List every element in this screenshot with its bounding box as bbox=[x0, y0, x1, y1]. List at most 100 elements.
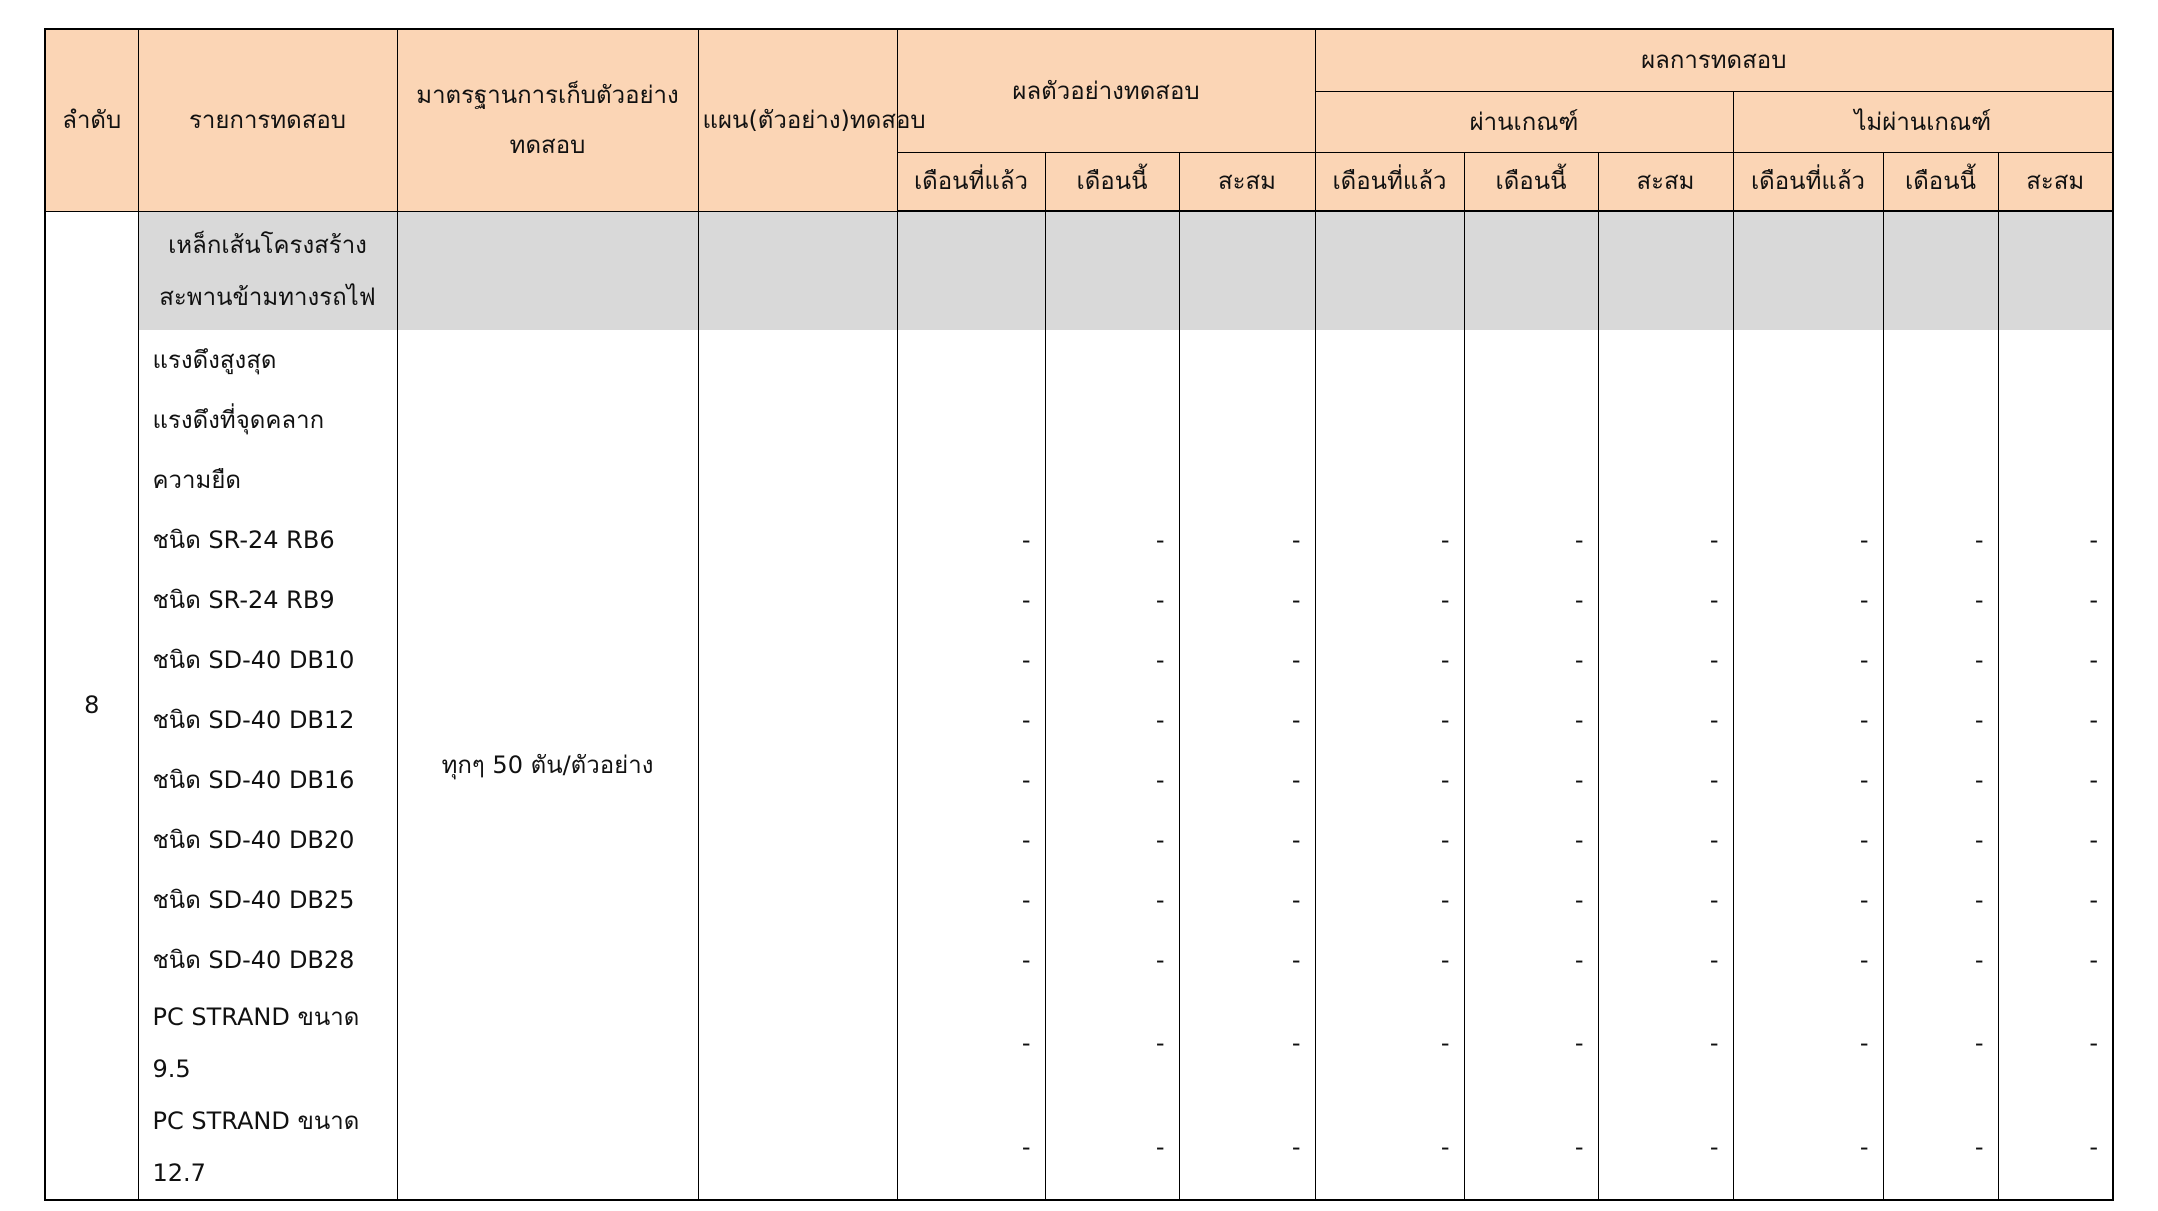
table-row: ชนิด SD-40 DB16- - - - - - - - - bbox=[45, 750, 2114, 810]
table-row: ชนิด SD-40 DB12- - - - - - - - - bbox=[45, 690, 2114, 750]
value-cell: - bbox=[1997, 810, 2114, 870]
test-item-label: ความยืด bbox=[137, 450, 398, 510]
test-item-label: ชนิด SD-40 DB12 bbox=[137, 690, 398, 750]
header-plan: แผน(ตัวอย่าง)ทดสอบ bbox=[697, 28, 926, 212]
value-cell: - bbox=[1732, 870, 1884, 930]
table-row: ชนิด SD-40 DB28- - - - - - - - - bbox=[45, 930, 2114, 990]
value-cell bbox=[896, 330, 1046, 390]
value-cell: - bbox=[1178, 870, 1316, 930]
value-cell: - bbox=[1882, 870, 1999, 930]
value-cell bbox=[1732, 390, 1884, 450]
value-cell: - bbox=[896, 930, 1046, 990]
value-cell: - bbox=[1463, 690, 1599, 750]
table-row: PC STRAND ขนาด 9.5- - - - - - - - - bbox=[45, 990, 2114, 1095]
value-cell: - bbox=[1178, 1095, 1316, 1200]
value-cell bbox=[1314, 330, 1465, 390]
value-cell: - bbox=[896, 810, 1046, 870]
value-cell: - bbox=[1597, 1095, 1734, 1200]
value-cell: - bbox=[1732, 1095, 1884, 1200]
value-cell: - bbox=[896, 570, 1046, 630]
value-cell: - bbox=[1314, 750, 1465, 810]
header-sub-0: เดือนที่แล้ว bbox=[896, 151, 1046, 212]
table-row: ชนิด SR-24 RB6- - - - - - - - - bbox=[45, 510, 2114, 570]
value-cell bbox=[1044, 330, 1180, 390]
value-cell bbox=[1597, 330, 1734, 390]
value-cell: - bbox=[1882, 510, 1999, 570]
value-cell: - bbox=[1463, 870, 1599, 930]
value-cell: - bbox=[1597, 810, 1734, 870]
value-cell: - bbox=[1044, 990, 1180, 1095]
value-cell: - bbox=[1997, 570, 2114, 630]
header-sampling-standard: มาตรฐานการเก็บตัวอย่างทดสอบ bbox=[396, 28, 699, 212]
value-cell bbox=[1044, 450, 1180, 510]
value-cell: - bbox=[1882, 750, 1999, 810]
value-cell: - bbox=[1044, 750, 1180, 810]
table-row: แรงดึงที่จุดคลาก bbox=[45, 390, 2114, 450]
table-row: ชนิด SD-40 DB25- - - - - - - - - bbox=[45, 870, 2114, 930]
value-cell bbox=[1597, 390, 1734, 450]
order-number: 8 bbox=[44, 211, 139, 1200]
value-cell: - bbox=[1044, 870, 1180, 930]
test-item-label: ชนิด SD-40 DB10 bbox=[137, 630, 398, 690]
value-cell: - bbox=[896, 630, 1046, 690]
value-cell: - bbox=[1178, 750, 1316, 810]
test-item-label: PC STRAND ขนาด 9.5 bbox=[137, 990, 398, 1095]
value-cell: - bbox=[1314, 1095, 1465, 1200]
value-cell: - bbox=[1463, 990, 1599, 1095]
header-sub-2: สะสม bbox=[1178, 151, 1316, 212]
value-cell: - bbox=[1597, 690, 1734, 750]
test-item-label: แรงดึงสูงสุด bbox=[137, 330, 398, 390]
value-cell: - bbox=[1597, 630, 1734, 690]
value-cell: - bbox=[1178, 510, 1316, 570]
value-cell: - bbox=[1882, 1095, 1999, 1200]
value-cell: - bbox=[1314, 990, 1465, 1095]
value-cell: - bbox=[896, 990, 1046, 1095]
value-cell: - bbox=[1732, 690, 1884, 750]
test-item-label: ชนิด SD-40 DB28 bbox=[137, 930, 398, 990]
table-row: ชนิด SD-40 DB10- - - - - - - - - bbox=[45, 630, 2114, 690]
value-cell: - bbox=[1597, 930, 1734, 990]
value-cell: - bbox=[1597, 870, 1734, 930]
value-cell bbox=[1044, 390, 1180, 450]
value-cell: - bbox=[1314, 510, 1465, 570]
value-cell: - bbox=[1997, 990, 2114, 1095]
value-cell bbox=[1463, 330, 1599, 390]
value-cell: - bbox=[1463, 630, 1599, 690]
value-cell bbox=[1178, 450, 1316, 510]
value-cell bbox=[1997, 390, 2114, 450]
value-cell: - bbox=[1597, 510, 1734, 570]
value-cell bbox=[1882, 450, 1999, 510]
value-cell: - bbox=[1732, 990, 1884, 1095]
value-cell bbox=[1597, 450, 1734, 510]
test-item-label: ชนิด SD-40 DB20 bbox=[137, 810, 398, 870]
value-cell: - bbox=[1732, 810, 1884, 870]
value-cell: - bbox=[1597, 750, 1734, 810]
value-cell: - bbox=[1314, 570, 1465, 630]
value-cell bbox=[1314, 450, 1465, 510]
plan-cell bbox=[697, 330, 898, 1200]
value-cell bbox=[1178, 390, 1316, 450]
value-cell: - bbox=[1044, 570, 1180, 630]
test-item-label: ชนิด SD-40 DB16 bbox=[137, 750, 398, 810]
value-cell: - bbox=[1997, 930, 2114, 990]
group-title: เหล็กเส้นโครงสร้างสะพานข้ามทางรถไฟ bbox=[137, 211, 398, 330]
value-cell: - bbox=[1997, 630, 2114, 690]
value-cell bbox=[1178, 330, 1316, 390]
value-cell: - bbox=[1732, 750, 1884, 810]
value-cell: - bbox=[1178, 630, 1316, 690]
value-cell: - bbox=[1314, 930, 1465, 990]
header-fail: ไม่ผ่านเกณฑ์ bbox=[1732, 90, 2114, 153]
value-cell bbox=[1732, 330, 1884, 390]
value-cell bbox=[1463, 450, 1599, 510]
value-cell bbox=[896, 390, 1046, 450]
value-cell: - bbox=[1997, 1095, 2114, 1200]
value-cell: - bbox=[896, 870, 1046, 930]
value-cell bbox=[1732, 450, 1884, 510]
header-sub-5: สะสม bbox=[1597, 151, 1734, 212]
value-cell: - bbox=[1882, 630, 1999, 690]
value-cell: - bbox=[1463, 570, 1599, 630]
header-test-results: ผลการทดสอบ bbox=[1314, 28, 2114, 92]
table-row: PC STRAND ขนาด 12.7- - - - - - - - - bbox=[45, 1095, 2114, 1200]
value-cell: - bbox=[1997, 750, 2114, 810]
value-cell: - bbox=[1044, 1095, 1180, 1200]
